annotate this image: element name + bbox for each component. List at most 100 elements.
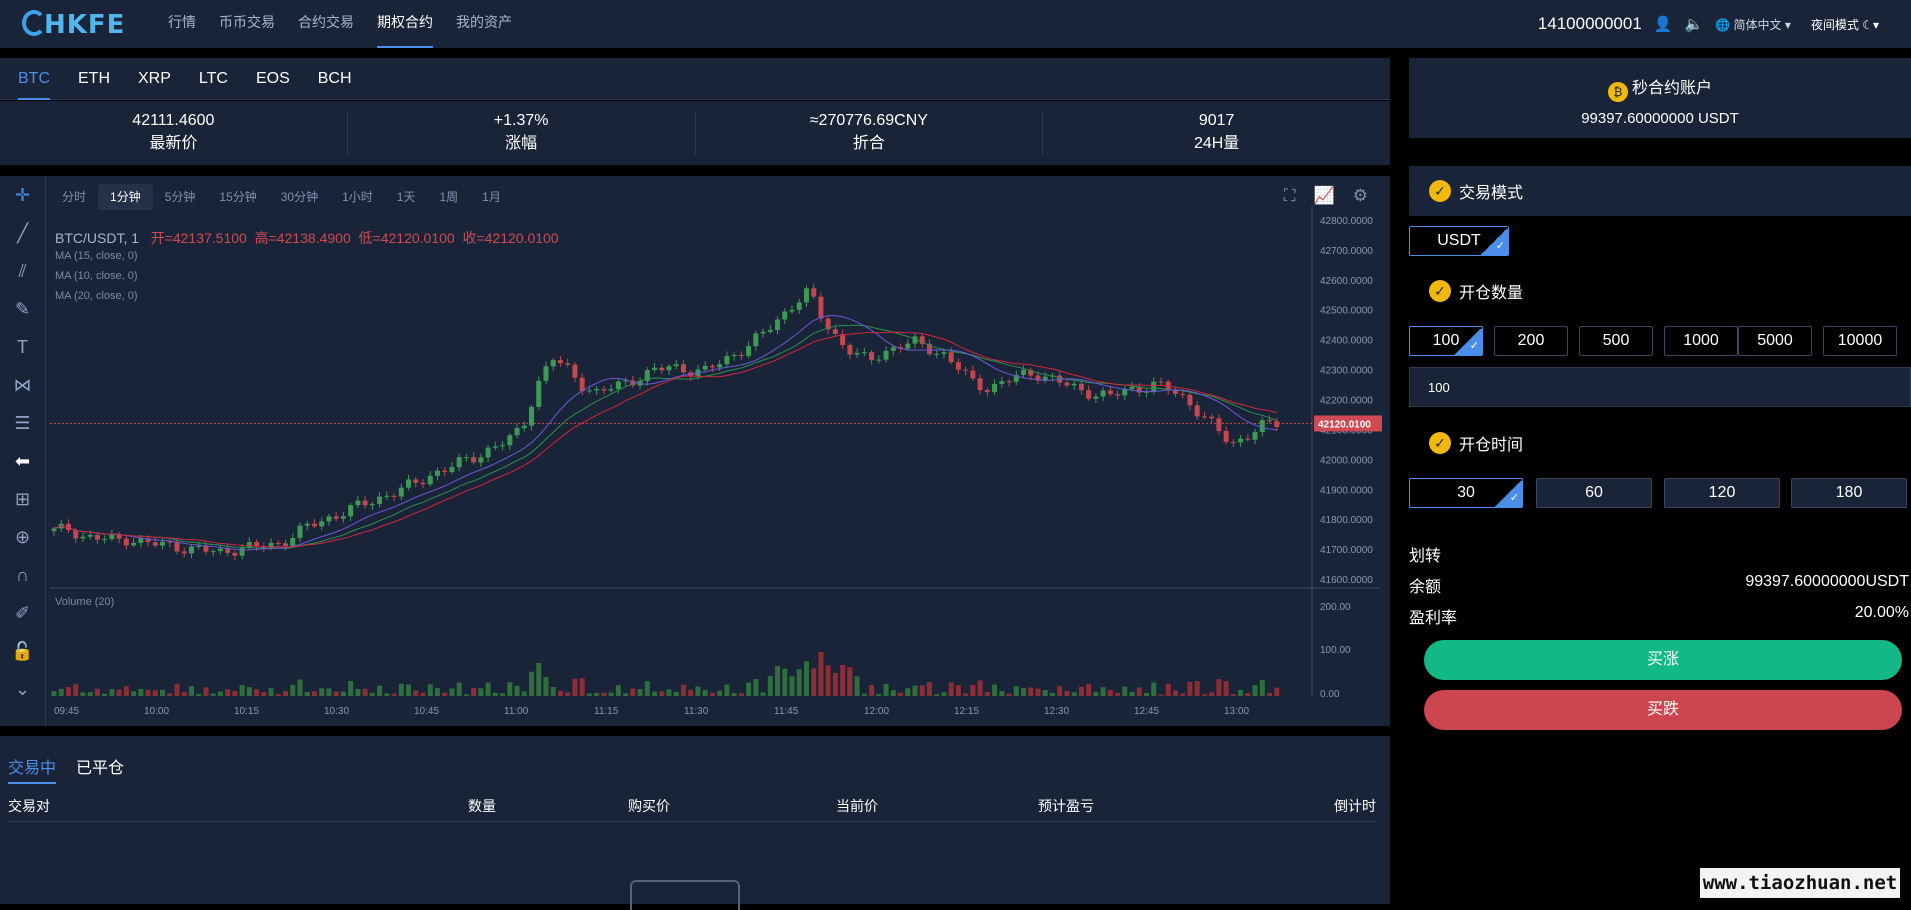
candle	[565, 363, 571, 365]
interval-1m[interactable]: 1分钟	[98, 184, 153, 210]
interval-1w[interactable]: 1周	[439, 190, 459, 204]
volume-bar	[406, 684, 412, 696]
candle	[1252, 432, 1258, 440]
chevron-down-icon[interactable]: ⌄	[14, 679, 31, 699]
coin-tab-ltc[interactable]: LTC	[198, 70, 228, 87]
trendline-icon[interactable]: ╱	[17, 223, 28, 243]
volume-bar	[883, 683, 889, 696]
fullscreen-icon[interactable]: ⛶	[1283, 186, 1296, 205]
volume-bar	[565, 692, 571, 696]
volume-bar	[673, 691, 679, 696]
coin-tab-btc[interactable]: BTC	[18, 58, 50, 100]
nav-contract[interactable]: 合约交易	[298, 14, 354, 30]
price-tag	[1314, 415, 1382, 432]
volume-bar	[1151, 682, 1157, 696]
qty-option-1000[interactable]: 1000	[1664, 326, 1738, 356]
volume-bar	[753, 679, 759, 696]
volume-bar	[311, 691, 317, 696]
volume-bar	[934, 694, 940, 696]
candle	[586, 390, 592, 392]
candle	[304, 523, 310, 526]
nav-assets[interactable]: 我的资产	[456, 14, 512, 30]
volume-bar	[304, 692, 310, 696]
watermark: www.tiaozhuan.net	[1700, 868, 1900, 898]
tab-closed[interactable]: 已平仓	[76, 760, 125, 777]
interval-30m[interactable]: 30分钟	[280, 190, 319, 204]
crosshair-icon[interactable]: ✛	[14, 185, 31, 205]
buy-down-button[interactable]: 买跌	[1424, 690, 1902, 730]
brush-icon[interactable]: ✎	[14, 299, 31, 319]
user-icon[interactable]: 👤	[1653, 16, 1673, 33]
candle	[174, 542, 180, 552]
volume-bar	[1093, 691, 1099, 696]
volume-bar	[999, 691, 1005, 696]
volume-tick: 0.00	[1320, 689, 1340, 700]
volume-bar	[254, 689, 260, 696]
profit-label: 盈利率	[1409, 610, 1458, 627]
qty-option-500[interactable]: 500	[1579, 326, 1653, 356]
trades-header: 交易对 数量 购买价 当前价 预计盈亏 倒计时	[8, 796, 1376, 822]
qty-option-5000[interactable]: 5000	[1738, 326, 1812, 356]
price-chart[interactable]: 42800.0000 42700.0000 42600.0000 42500.0000…	[0, 176, 1390, 726]
interval-line[interactable]: 分时	[62, 190, 87, 204]
tab-trading[interactable]: 交易中	[8, 754, 57, 784]
nav-options[interactable]: 期权合约	[377, 0, 433, 48]
candle	[1172, 390, 1178, 394]
time-option-60[interactable]: 60	[1536, 478, 1652, 508]
interval-1mo[interactable]: 1月	[482, 190, 501, 204]
pencil-lock-icon[interactable]: ✐	[14, 603, 31, 623]
text-icon[interactable]: T	[17, 337, 28, 357]
interval-15m[interactable]: 15分钟	[219, 190, 257, 204]
coin-tab-bch[interactable]: BCH	[317, 70, 352, 87]
transfer-link[interactable]: 划转	[1409, 548, 1442, 565]
candle	[832, 329, 838, 334]
qty-option-100[interactable]: 100	[1409, 326, 1483, 356]
volume-bar	[803, 661, 809, 696]
zoom-icon[interactable]: ⊕	[14, 527, 31, 547]
magnet-icon[interactable]: ∩	[16, 565, 29, 585]
fork-icon[interactable]: ⫽	[18, 261, 27, 281]
volume-bar	[847, 667, 853, 696]
mode-option-usdt[interactable]: USDT	[1409, 226, 1509, 256]
speaker-icon[interactable]: 🔈	[1684, 16, 1704, 33]
interval-1h[interactable]: 1小时	[342, 190, 373, 204]
user-phone[interactable]: 14100000001	[1537, 14, 1642, 33]
volume-bar	[188, 686, 194, 696]
volume-bar	[138, 688, 144, 696]
fib-icon[interactable]: ☰	[14, 413, 31, 433]
hkfe-logo[interactable]: HKFE	[22, 10, 125, 40]
night-mode-toggle[interactable]: 夜间模式 ☾▾	[1810, 17, 1879, 32]
interval-5m[interactable]: 5分钟	[164, 190, 196, 204]
volume-bar	[825, 665, 831, 696]
buy-up-button[interactable]: 买涨	[1424, 640, 1902, 680]
qty-option-10000[interactable]: 10000	[1823, 326, 1897, 356]
time-option-30[interactable]: 30	[1409, 478, 1523, 508]
volume-bar	[1086, 684, 1092, 696]
candle	[1180, 393, 1186, 395]
time-option-120[interactable]: 120	[1664, 478, 1780, 508]
lock-icon[interactable]: 🔓	[11, 641, 34, 661]
nav-market[interactable]: 行情	[168, 14, 196, 30]
volume-bar	[644, 681, 650, 696]
indicator-icon[interactable]: 📈	[1313, 186, 1335, 205]
coin-tab-xrp[interactable]: XRP	[138, 70, 171, 87]
coin-tab-eos[interactable]: EOS	[255, 70, 290, 87]
qty-option-200[interactable]: 200	[1494, 326, 1568, 356]
candle	[789, 309, 795, 312]
interval-1d[interactable]: 1天	[396, 190, 416, 204]
volume-bar	[876, 693, 882, 696]
time-option-180[interactable]: 180	[1791, 478, 1907, 508]
back-arrow-icon[interactable]: ⬅	[14, 451, 31, 471]
volume-bar	[210, 693, 216, 696]
settings-gear-icon[interactable]: ⚙	[1352, 186, 1368, 205]
volume-bar	[131, 691, 137, 696]
measure-icon[interactable]: ⊞	[14, 489, 31, 509]
nav-spot[interactable]: 币币交易	[219, 14, 275, 30]
candle	[160, 541, 166, 546]
coin-tab-eth[interactable]: ETH	[78, 70, 110, 87]
time-tick: 12:45	[1134, 706, 1159, 717]
qty-input[interactable]: 100	[1409, 367, 1911, 407]
language-select[interactable]: 🌐 简体中文 ▾	[1715, 17, 1791, 32]
pattern-icon[interactable]: ⋈	[13, 375, 32, 395]
time-tick: 10:45	[414, 706, 439, 717]
